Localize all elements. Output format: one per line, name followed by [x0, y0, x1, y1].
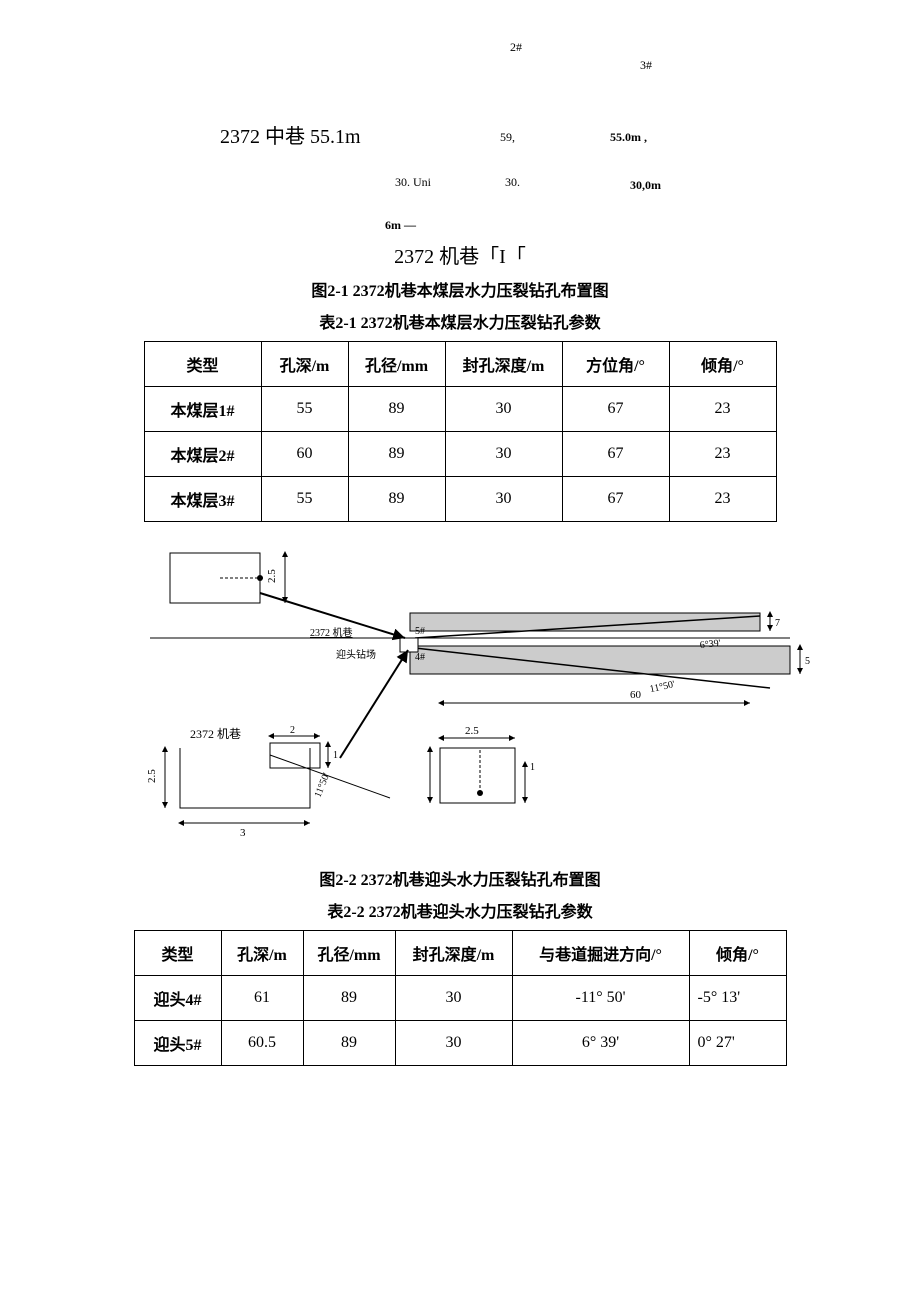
cell: 30 [445, 432, 562, 477]
cell: 89 [348, 432, 445, 477]
cell: 本煤层1# [144, 387, 261, 432]
cell: 61 [221, 976, 303, 1021]
cell: 6° 39' [512, 1021, 689, 1066]
th-dir: 与巷道掘进方向/° [512, 931, 689, 976]
cell: -11° 50' [512, 976, 689, 1021]
fig2-2-caption: 图2-2 2372机巷迎头水力压裂钻孔布置图 [40, 866, 880, 890]
svg-text:2.5: 2.5 [266, 569, 278, 583]
svg-text:5#: 5# [415, 626, 425, 637]
table-row: 本煤层2#6089306723 [144, 432, 776, 477]
top-diagram-area: 2# 3# 2372 中巷 55.1m 59, 55.0m , 30. Uni … [140, 40, 880, 240]
th-seal: 封孔深度/m [395, 931, 512, 976]
cell: 89 [348, 477, 445, 522]
label-30m: 30,0m [630, 178, 661, 193]
cell: -5° 13' [689, 976, 786, 1021]
table-row: 本煤层3#5589306723 [144, 477, 776, 522]
cell: 60 [261, 432, 348, 477]
cell: 本煤层3# [144, 477, 261, 522]
cell: 89 [303, 976, 395, 1021]
svg-text:4#: 4# [415, 652, 425, 663]
label-3hash: 3# [640, 58, 652, 73]
cell: 89 [303, 1021, 395, 1066]
svg-text:11°50': 11°50' [649, 679, 676, 695]
label-machine-tunnel: 2372 机巷「I「 [40, 240, 880, 269]
th-type: 类型 [134, 931, 221, 976]
label-59: 59, [500, 130, 515, 145]
cell: 67 [562, 432, 669, 477]
label-uni2: 30. [505, 175, 520, 190]
fig2-1-caption: 图2-1 2372机巷本煤层水力压裂钻孔布置图 [40, 277, 880, 301]
svg-text:3: 3 [240, 827, 246, 839]
table-row: 类型 孔深/m 孔径/mm 封孔深度/m 与巷道掘进方向/° 倾角/° [134, 931, 786, 976]
table-row: 类型 孔深/m 孔径/mm 封孔深度/m 方位角/° 倾角/° [144, 342, 776, 387]
th-depth: 孔深/m [261, 342, 348, 387]
svg-text:2372 机巷: 2372 机巷 [190, 727, 241, 741]
label-2hash: 2# [510, 40, 522, 55]
cell: 0° 27' [689, 1021, 786, 1066]
cell: 55 [261, 477, 348, 522]
th-incl: 倾角/° [689, 931, 786, 976]
svg-text:1: 1 [333, 750, 338, 761]
table-row: 本煤层1#5589306723 [144, 387, 776, 432]
cell: 30 [395, 1021, 512, 1066]
svg-text:2.5: 2.5 [465, 725, 479, 737]
svg-text:5: 5 [805, 656, 810, 667]
cell: 30 [395, 976, 512, 1021]
svg-text:11°50': 11°50' [313, 771, 333, 799]
th-diam: 孔径/mm [348, 342, 445, 387]
table2-1-caption: 表2-1 2372机巷本煤层水力压裂钻孔参数 [40, 309, 880, 333]
th-diam: 孔径/mm [303, 931, 395, 976]
table-row: 迎头5#60.589306° 39'0° 27' [134, 1021, 786, 1066]
label-55m: 55.0m , [610, 130, 647, 145]
cell: 30 [445, 477, 562, 522]
th-incl: 倾角/° [669, 342, 776, 387]
table2-2-caption: 表2-2 2372机巷迎头水力压裂钻孔参数 [40, 898, 880, 922]
cell: 55 [261, 387, 348, 432]
svg-text:2372 机巷: 2372 机巷 [310, 626, 353, 639]
label-uni1: 30. Uni [395, 175, 431, 190]
th-seal: 封孔深度/m [445, 342, 562, 387]
table-2-2: 类型 孔深/m 孔径/mm 封孔深度/m 与巷道掘进方向/° 倾角/° 迎头4#… [134, 930, 787, 1066]
svg-text:60: 60 [630, 689, 642, 701]
svg-text:2: 2 [290, 725, 295, 736]
cell: 67 [562, 387, 669, 432]
cell: 23 [669, 477, 776, 522]
svg-text:迎头钻场: 迎头钻场 [336, 648, 376, 661]
svg-text:1: 1 [530, 762, 535, 773]
cell: 迎头5# [134, 1021, 221, 1066]
th-depth: 孔深/m [221, 931, 303, 976]
svg-text:6°39': 6°39' [699, 638, 721, 651]
table-row: 迎头4#618930-11° 50'-5° 13' [134, 976, 786, 1021]
table-2-1: 类型 孔深/m 孔径/mm 封孔深度/m 方位角/° 倾角/° 本煤层1#558… [144, 341, 777, 522]
th-type: 类型 [144, 342, 261, 387]
svg-text:2.5: 2.5 [146, 769, 158, 783]
svg-text:7: 7 [775, 618, 780, 629]
cell: 本煤层2# [144, 432, 261, 477]
cell: 迎头4# [134, 976, 221, 1021]
cell: 23 [669, 387, 776, 432]
fig2-2-diagram: 2.5 5# 4# 2372 机巷 迎头钻场 60 11°50' 6°39' 5… [110, 538, 810, 858]
label-mid-tunnel: 2372 中巷 55.1m [220, 120, 361, 149]
cell: 60.5 [221, 1021, 303, 1066]
cell: 89 [348, 387, 445, 432]
cell: 67 [562, 477, 669, 522]
th-azim: 方位角/° [562, 342, 669, 387]
cell: 23 [669, 432, 776, 477]
label-6m: 6m — [385, 218, 416, 233]
cell: 30 [445, 387, 562, 432]
